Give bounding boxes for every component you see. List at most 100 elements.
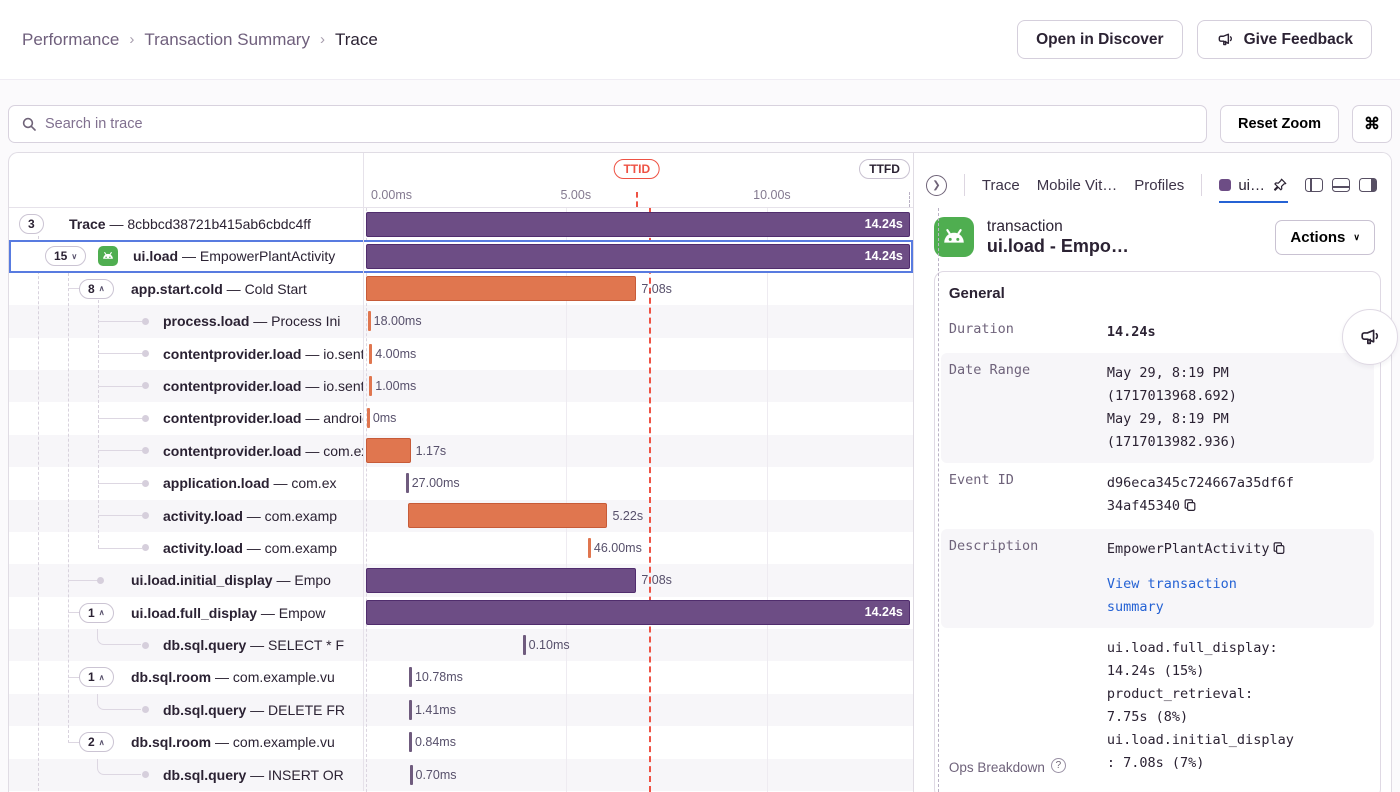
copy-icon[interactable]	[1272, 540, 1286, 563]
span-row-db.sql.room[interactable]: 1 ∧ db.sql.room — com.example.vu 10.78ms	[9, 661, 913, 694]
span-timeline-cell[interactable]: 1.17s	[364, 435, 913, 467]
span-tree-cell[interactable]: activity.load — com.examp	[9, 531, 364, 565]
span-row-contentprovider.load[interactable]: contentprovider.load — com.example 1.17s	[9, 434, 913, 468]
span-row-activity.load[interactable]: activity.load — com.examp 46.00ms	[9, 531, 913, 565]
span-row-db.sql.query[interactable]: db.sql.query — INSERT OR 0.70ms	[9, 758, 913, 792]
span-bar[interactable]	[407, 503, 608, 529]
span-timeline-cell[interactable]: 0ms	[364, 402, 913, 434]
span-row-contentprovider.load[interactable]: contentprovider.load — io.sentry 4.00ms	[9, 337, 913, 370]
span-tree-cell[interactable]: 2 ∧ db.sql.room — com.example.vu	[9, 726, 364, 759]
span-tick[interactable]	[366, 408, 370, 429]
span-tree-cell[interactable]: process.load — Process Ini	[9, 305, 364, 338]
span-tree-cell[interactable]: 8 ∧ app.start.cold — Cold Start	[9, 272, 364, 306]
span-tree-cell[interactable]: application.load — com.ex	[9, 467, 364, 500]
span-row-ui.load[interactable]: 15 ∨ ui.load — EmpowerPlantActivity 14.24s	[9, 240, 913, 273]
span-tick[interactable]	[405, 473, 409, 494]
span-timeline-cell[interactable]: 27.00ms	[364, 467, 913, 499]
span-row-activity.load[interactable]: activity.load — com.examp 5.22s	[9, 499, 913, 532]
span-timeline-cell[interactable]: 14.24s	[364, 240, 913, 272]
span-tick[interactable]	[367, 311, 371, 332]
dock-right-button[interactable]	[1359, 178, 1377, 192]
span-row-contentprovider.load[interactable]: contentprovider.load — androidx 0ms	[9, 402, 913, 435]
span-tree-cell[interactable]: contentprovider.load — androidx	[9, 402, 364, 435]
copy-icon[interactable]	[1183, 497, 1197, 520]
help-icon[interactable]: ?	[1050, 758, 1066, 773]
span-timeline-cell[interactable]: 0.10ms	[364, 629, 913, 661]
span-row-app.start.cold[interactable]: 8 ∧ app.start.cold — Cold Start 7.08s	[9, 272, 913, 306]
span-tree-cell[interactable]: db.sql.query — INSERT OR	[9, 758, 364, 792]
span-row-application.load[interactable]: application.load — com.ex 27.00ms	[9, 467, 913, 500]
span-row-ui.load.full_display[interactable]: 1 ∧ ui.load.full_display — Empow 14.24s	[9, 596, 913, 630]
span-tree-cell[interactable]: contentprovider.load — io.sentry	[9, 337, 364, 370]
shortcuts-button[interactable]: ⌘	[1352, 105, 1392, 143]
span-bar[interactable]	[366, 567, 637, 593]
actions-button[interactable]: Actions ∨	[1275, 219, 1375, 255]
feedback-fab-button[interactable]	[1342, 309, 1398, 365]
tab-mobile-vitals[interactable]: Mobile Vit…	[1036, 176, 1118, 194]
span-row-db.sql.query[interactable]: db.sql.query — DELETE FR 1.41ms	[9, 693, 913, 727]
span-tick[interactable]	[587, 537, 591, 558]
dock-bottom-button[interactable]	[1332, 178, 1350, 192]
span-row-Trace[interactable]: 3 Trace — 8cbbcd38721b415ab6cbdc4ff 14.24s	[9, 208, 913, 241]
search-in-trace-field[interactable]	[8, 105, 1207, 143]
span-timeline-cell[interactable]: 0.84ms	[364, 726, 913, 758]
tab-profiles[interactable]: Profiles	[1134, 176, 1185, 194]
span-tick[interactable]	[369, 375, 373, 396]
span-count-pill[interactable]: 2 ∧	[79, 732, 114, 753]
span-tick[interactable]	[408, 699, 412, 720]
span-row-process.load[interactable]: process.load — Process Ini 18.00ms	[9, 305, 913, 338]
span-tree-cell[interactable]: db.sql.query — SELECT * F	[9, 629, 364, 662]
span-row-db.sql.room[interactable]: 2 ∧ db.sql.room — com.example.vu 0.84ms	[9, 726, 913, 759]
span-bar[interactable]: 14.24s	[366, 600, 910, 626]
span-row-ui.load.initial_display[interactable]: ui.load.initial_display — Empo 7.08s	[9, 564, 913, 597]
view-transaction-summary-link[interactable]: View transaction summary	[1106, 576, 1237, 615]
span-count-pill[interactable]: 3	[19, 214, 44, 234]
dock-left-button[interactable]	[1305, 178, 1323, 192]
tab-ui-load-active[interactable]: ui…	[1219, 177, 1288, 203]
span-tree-cell[interactable]: activity.load — com.examp	[9, 499, 364, 532]
tab-trace[interactable]: Trace	[981, 176, 1020, 194]
span-bar[interactable]	[366, 276, 637, 302]
breadcrumb-performance[interactable]: Performance	[22, 29, 120, 49]
span-row-contentprovider.load[interactable]: contentprovider.load — io.sentry 1.00ms	[9, 369, 913, 403]
span-timeline-cell[interactable]: 14.24s	[364, 208, 913, 240]
span-timeline-cell[interactable]: 46.00ms	[364, 532, 913, 564]
give-feedback-button[interactable]: Give Feedback	[1196, 20, 1372, 59]
span-timeline-cell[interactable]: 4.00ms	[364, 338, 913, 370]
span-timeline-cell[interactable]: 5.22s	[364, 500, 913, 532]
span-bar[interactable]	[366, 438, 411, 464]
breadcrumb-transaction-summary[interactable]: Transaction Summary	[144, 29, 310, 49]
open-in-discover-button[interactable]: Open in Discover	[1017, 20, 1183, 59]
span-timeline-cell[interactable]: 7.08s	[364, 564, 913, 596]
span-tick[interactable]	[409, 764, 413, 785]
span-row-db.sql.query[interactable]: db.sql.query — SELECT * F 0.10ms	[9, 629, 913, 662]
span-tree-cell[interactable]: ui.load.initial_display — Empo	[9, 564, 364, 597]
span-count-pill[interactable]: 1 ∧	[79, 602, 114, 623]
span-timeline-cell[interactable]: 10.78ms	[364, 661, 913, 693]
span-tick[interactable]	[408, 732, 412, 753]
span-count-pill[interactable]: 8 ∧	[79, 278, 114, 299]
span-tree-cell[interactable]: db.sql.query — DELETE FR	[9, 693, 364, 727]
span-tree-cell[interactable]: 3 Trace — 8cbbcd38721b415ab6cbdc4ff	[9, 208, 364, 241]
span-tree-cell[interactable]: 1 ∧ db.sql.room — com.example.vu	[9, 661, 364, 694]
span-timeline-cell[interactable]: 0.70ms	[364, 759, 913, 791]
span-timeline-cell[interactable]: 1.00ms	[364, 370, 913, 402]
span-timeline-cell[interactable]: 1.41ms	[364, 694, 913, 726]
span-tick[interactable]	[522, 635, 526, 656]
span-count-pill[interactable]: 1 ∧	[79, 667, 114, 688]
span-timeline-cell[interactable]: 14.24s	[364, 597, 913, 629]
span-timeline-cell[interactable]: 18.00ms	[364, 305, 913, 337]
span-tree-cell[interactable]: 1 ∧ ui.load.full_display — Empow	[9, 596, 364, 630]
search-input[interactable]	[45, 116, 1194, 132]
collapse-panel-button[interactable]: ❯	[925, 174, 947, 196]
ttid-badge[interactable]: TTID	[613, 159, 661, 179]
ttfd-badge[interactable]: TTFD	[859, 159, 910, 179]
span-tree-cell[interactable]: contentprovider.load — com.example	[9, 434, 364, 468]
reset-zoom-button[interactable]: Reset Zoom	[1220, 105, 1339, 143]
pin-tab-icon[interactable]	[1272, 177, 1288, 193]
span-bar[interactable]: 14.24s	[366, 211, 910, 237]
span-tree-cell[interactable]: 15 ∨ ui.load — EmpowerPlantActivity	[9, 240, 364, 273]
span-timeline-cell[interactable]: 7.08s	[364, 273, 913, 305]
span-tick[interactable]	[408, 667, 412, 688]
span-bar[interactable]: 14.24s	[366, 243, 910, 269]
